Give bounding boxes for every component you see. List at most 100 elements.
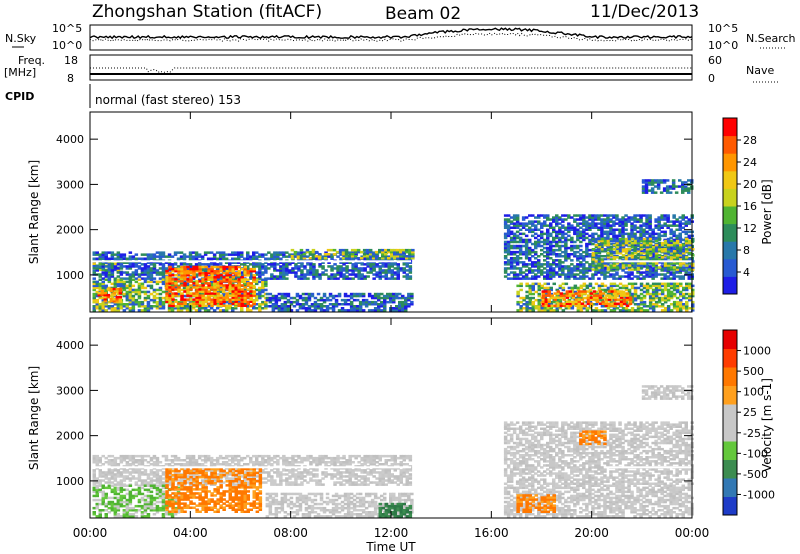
data-cell bbox=[688, 245, 692, 249]
data-cell bbox=[313, 305, 318, 308]
data-cell bbox=[576, 277, 580, 280]
data-cell bbox=[107, 471, 112, 474]
data-cell bbox=[534, 269, 538, 272]
data-cell bbox=[180, 269, 184, 273]
data-cell bbox=[264, 280, 268, 284]
data-cell bbox=[546, 269, 550, 272]
data-cell bbox=[249, 277, 253, 280]
data-cell bbox=[645, 230, 649, 234]
data-cell bbox=[273, 265, 277, 268]
data-cell bbox=[216, 265, 220, 269]
data-cell bbox=[555, 307, 559, 310]
data-cell bbox=[633, 236, 637, 240]
data-cell bbox=[234, 274, 238, 277]
data-cell bbox=[146, 257, 151, 260]
data-cell bbox=[110, 265, 115, 268]
data-cell bbox=[642, 290, 647, 294]
data-cell bbox=[651, 258, 656, 261]
data-cell bbox=[603, 248, 608, 251]
data-cell bbox=[675, 286, 680, 290]
data-cell bbox=[383, 305, 387, 308]
data-cell bbox=[685, 264, 689, 267]
data-cell bbox=[183, 290, 187, 293]
data-cell bbox=[255, 303, 259, 306]
data-cell bbox=[185, 263, 190, 266]
data-cell bbox=[192, 298, 196, 301]
data-cell bbox=[503, 242, 508, 246]
data-cell bbox=[660, 288, 665, 292]
data-cell bbox=[255, 296, 259, 300]
data-cell bbox=[585, 228, 589, 231]
data-cell bbox=[657, 296, 662, 300]
data-cell bbox=[503, 269, 508, 272]
data-cell bbox=[645, 220, 649, 223]
data-cell bbox=[113, 282, 118, 286]
data-cell bbox=[174, 269, 178, 273]
data-cell bbox=[691, 248, 695, 251]
data-cell bbox=[648, 224, 652, 227]
data-cell bbox=[594, 282, 599, 286]
data-cell bbox=[213, 278, 217, 281]
data-cell bbox=[558, 230, 562, 234]
data-cell bbox=[521, 263, 526, 266]
data-cell bbox=[654, 258, 659, 261]
data-cell bbox=[240, 294, 244, 297]
data-cell bbox=[684, 185, 688, 188]
data-cell bbox=[660, 277, 664, 280]
data-cell bbox=[648, 296, 653, 300]
data-cell bbox=[381, 261, 385, 264]
data-cell bbox=[109, 287, 114, 291]
data-cell bbox=[128, 309, 133, 312]
data-cell bbox=[558, 240, 562, 244]
data-cell bbox=[274, 305, 279, 308]
data-cell bbox=[509, 271, 514, 274]
data-cell bbox=[630, 216, 634, 219]
data-cell bbox=[531, 230, 535, 234]
data-cell bbox=[552, 244, 556, 248]
data-cell bbox=[621, 248, 626, 251]
data-cell bbox=[285, 261, 289, 264]
data-cell bbox=[512, 218, 517, 221]
data-cell bbox=[337, 309, 342, 312]
data-cell bbox=[101, 300, 105, 304]
data-cell bbox=[291, 261, 295, 264]
data-cell bbox=[92, 481, 96, 484]
data-cell bbox=[541, 296, 545, 299]
data-cell bbox=[110, 275, 115, 278]
data-cell bbox=[597, 298, 602, 302]
data-cell bbox=[633, 226, 637, 229]
data-cell bbox=[597, 218, 601, 221]
data-cell bbox=[267, 277, 271, 280]
data-cell bbox=[603, 239, 608, 243]
data-cell bbox=[167, 263, 172, 266]
data-cell bbox=[669, 243, 674, 247]
data-cell bbox=[146, 305, 151, 308]
data-cell bbox=[525, 284, 529, 288]
data-cell bbox=[264, 288, 268, 292]
data-cell bbox=[648, 234, 652, 238]
data-cell bbox=[192, 302, 196, 305]
data-cell bbox=[627, 288, 632, 292]
data-cell bbox=[168, 278, 172, 281]
data-cell bbox=[528, 248, 532, 252]
data-cell bbox=[518, 261, 523, 264]
data-cell bbox=[177, 269, 181, 273]
data-cell bbox=[300, 265, 304, 268]
data-cell bbox=[663, 262, 668, 265]
data-cell bbox=[603, 277, 607, 280]
data-cell bbox=[609, 294, 614, 298]
data-cell bbox=[506, 242, 511, 246]
data-cell bbox=[252, 278, 256, 281]
data-cell bbox=[633, 268, 638, 271]
data-cell bbox=[615, 252, 620, 255]
data-cell bbox=[618, 248, 623, 251]
data-cell bbox=[354, 261, 358, 264]
data-cell bbox=[674, 191, 679, 194]
data-cell bbox=[168, 282, 172, 285]
data-cell bbox=[116, 271, 121, 274]
data-cell bbox=[591, 239, 596, 243]
data-cell bbox=[321, 273, 325, 276]
data-cell bbox=[687, 191, 691, 194]
data-cell bbox=[164, 290, 169, 294]
data-cell bbox=[666, 296, 671, 300]
